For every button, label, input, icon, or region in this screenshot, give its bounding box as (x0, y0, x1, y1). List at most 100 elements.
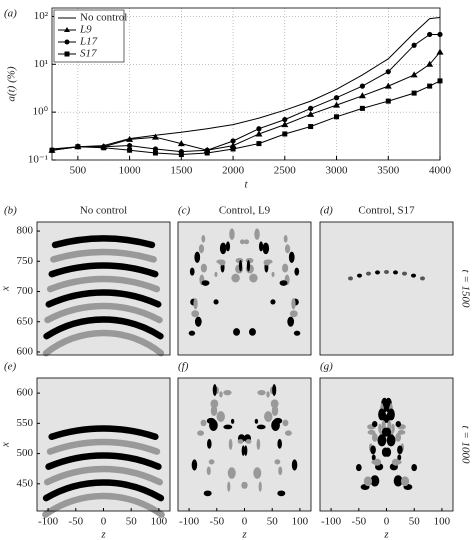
contour-blob (370, 475, 380, 487)
y-tick-label: 700 (17, 285, 34, 297)
plot-frame (51, 7, 441, 161)
marker (256, 126, 262, 132)
field-pattern (355, 397, 418, 490)
marker (152, 146, 159, 152)
panel-frame (177, 221, 312, 356)
contour-blob (264, 411, 273, 422)
contour-blob (218, 259, 226, 266)
contour-blob (366, 271, 371, 276)
marker (437, 31, 443, 38)
marker (427, 83, 433, 89)
contour-blob (228, 438, 233, 450)
contour-blob (271, 271, 275, 278)
panel-title: No control (80, 205, 127, 217)
field-pattern (348, 270, 425, 281)
legend-label: L9 (79, 24, 92, 36)
marker (178, 152, 184, 158)
contour-blob (278, 466, 283, 476)
x-tick-label: 4000 (429, 165, 452, 177)
contour-band (42, 479, 165, 502)
contour-blob (249, 273, 258, 283)
panel-label: (d) (320, 205, 333, 217)
y-tick-label: 600 (17, 346, 34, 358)
contour-blob (212, 384, 217, 396)
marker (410, 71, 418, 78)
contour-blob (386, 410, 395, 419)
x-tick-label: 500 (70, 165, 87, 177)
legend-label: No control (80, 12, 127, 24)
contour-blob (381, 427, 390, 437)
contour-blob (223, 424, 233, 430)
contour-blob (272, 384, 277, 396)
marker (411, 42, 417, 48)
x-tick-label: 50 (409, 516, 421, 528)
panel-area (178, 378, 311, 511)
marker (101, 145, 107, 151)
contour-blob (270, 299, 276, 305)
panel-title: Control, L9 (219, 205, 271, 217)
contour-blob (274, 459, 281, 465)
contour-blob (216, 411, 225, 422)
legend-label: S17 (80, 48, 97, 60)
x-tick-label: -50 (351, 516, 366, 528)
y-axis-label: a(t) (%) (6, 66, 18, 101)
x-tick-label: 2500 (274, 165, 297, 177)
contour-blob (373, 458, 382, 466)
contour-band (50, 248, 157, 263)
panel-area (178, 222, 311, 355)
y-tick-label: 10⁰ (33, 106, 49, 118)
contour-blob (208, 459, 215, 465)
y-axis-label: x (0, 286, 12, 292)
contour-blob (237, 439, 244, 444)
contour-blob (262, 242, 270, 255)
contour-blob (203, 490, 212, 497)
y-tick-label: 750 (17, 255, 34, 267)
marker (308, 105, 314, 111)
panel-area (320, 378, 453, 511)
contour-blob (402, 271, 407, 276)
contour-blob (229, 228, 235, 240)
contour-blob (395, 432, 402, 442)
marker (49, 147, 55, 153)
contour-blob (397, 445, 403, 455)
x-tick-label: 1000 (119, 165, 142, 177)
contour-blob (256, 424, 266, 430)
x-tick-label: 3500 (377, 165, 400, 177)
marker (308, 124, 314, 130)
contour-blob (393, 475, 403, 487)
contour-band (43, 465, 164, 486)
panel-label: (e) (4, 361, 17, 373)
contour-blob (391, 423, 395, 434)
contour-blob (238, 259, 243, 272)
field-pattern (42, 425, 165, 518)
contour-blob (263, 259, 271, 266)
x-axis-label: z (100, 529, 106, 540)
contour-blob (384, 270, 389, 274)
contour-blob (246, 259, 251, 272)
contour-band (48, 262, 159, 278)
contour-blob (282, 419, 289, 427)
x-tick-label: 2000 (222, 165, 245, 177)
y-tick-label: 550 (17, 417, 34, 429)
x-tick-label: -100 (321, 516, 342, 528)
y-tick-label: 10¹ (34, 58, 48, 70)
marker (127, 147, 133, 153)
marker (385, 69, 391, 75)
marker (333, 101, 341, 108)
contour-blob (230, 418, 235, 424)
legend-label: L17 (79, 36, 98, 48)
contour-blob (198, 244, 205, 254)
contour-blob (210, 405, 218, 416)
contour-blob (386, 434, 396, 447)
contour-blob (227, 467, 236, 479)
contour-blob (207, 438, 212, 449)
contour-blob (223, 389, 232, 396)
row-label: t = 1500 (459, 270, 471, 308)
contour-blob (397, 454, 402, 461)
x-tick-label: 50 (267, 516, 279, 528)
contour-blob (382, 401, 390, 408)
contour-blob (219, 391, 223, 398)
marker (152, 150, 158, 156)
contour-blob (289, 310, 298, 318)
contour-blob (291, 459, 298, 471)
